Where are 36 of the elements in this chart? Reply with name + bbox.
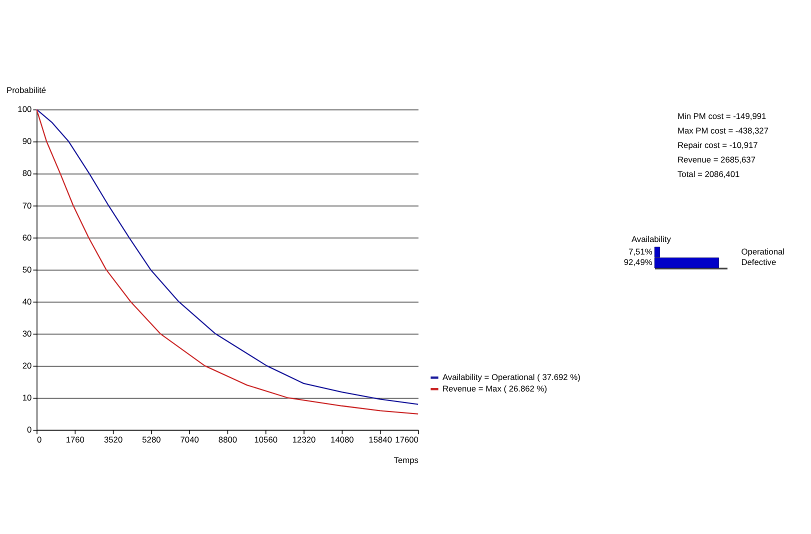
x-tick-label: 10560 xyxy=(254,434,278,444)
y-tick-label: 10 xyxy=(22,392,32,403)
text: Max PM cost = -438,327 xyxy=(677,126,769,136)
text: Revenue = 2685,637 xyxy=(677,154,756,165)
x-axis-title: Temps xyxy=(394,455,418,466)
y-tick-label: 90 xyxy=(22,136,32,146)
x-tick-label: 17600 xyxy=(395,434,419,444)
x-tick-label: 0 xyxy=(37,434,42,444)
x-tick-label: 8800 xyxy=(218,434,238,444)
chart-title: Availability xyxy=(631,234,672,244)
x-tick-label: 12320 xyxy=(292,434,316,444)
y-tick-label: 30 xyxy=(22,328,32,338)
legend-label: Availability = Operational ( 37.692 %) xyxy=(442,372,581,382)
y-tick-label: 80 xyxy=(22,168,32,178)
text: Total = 2086,401 xyxy=(677,169,740,179)
x-tick-label: 15840 xyxy=(368,434,392,444)
x-tick-label: 7040 xyxy=(180,434,200,444)
y-tick-label: 20 xyxy=(22,360,32,370)
data-label: 92,49% xyxy=(624,257,653,268)
x-tick-label: 5280 xyxy=(142,434,162,444)
x-tick-label: 14080 xyxy=(330,434,354,444)
x-tick-label: 3520 xyxy=(104,434,123,444)
y-axis-title: Probabilité xyxy=(6,85,46,96)
legend-label: Revenue = Max ( 26.862 %) xyxy=(442,383,548,394)
y-tick-label: 0 xyxy=(26,424,32,435)
y-tick-label: Defective xyxy=(741,257,776,268)
text: Repair cost = -10,917 xyxy=(677,140,758,150)
y-tick-label: 60 xyxy=(22,232,32,242)
y-tick-label: 40 xyxy=(22,296,32,306)
y-tick-label: 100 xyxy=(18,104,32,114)
data-label: 7,51% xyxy=(628,246,653,256)
y-tick-label: 50 xyxy=(22,264,32,274)
x-tick-label: 1760 xyxy=(66,434,85,444)
text: Min PM cost = -149,991 xyxy=(677,111,767,122)
y-tick-label: Operational xyxy=(741,246,785,256)
y-tick-label: 70 xyxy=(22,200,32,210)
